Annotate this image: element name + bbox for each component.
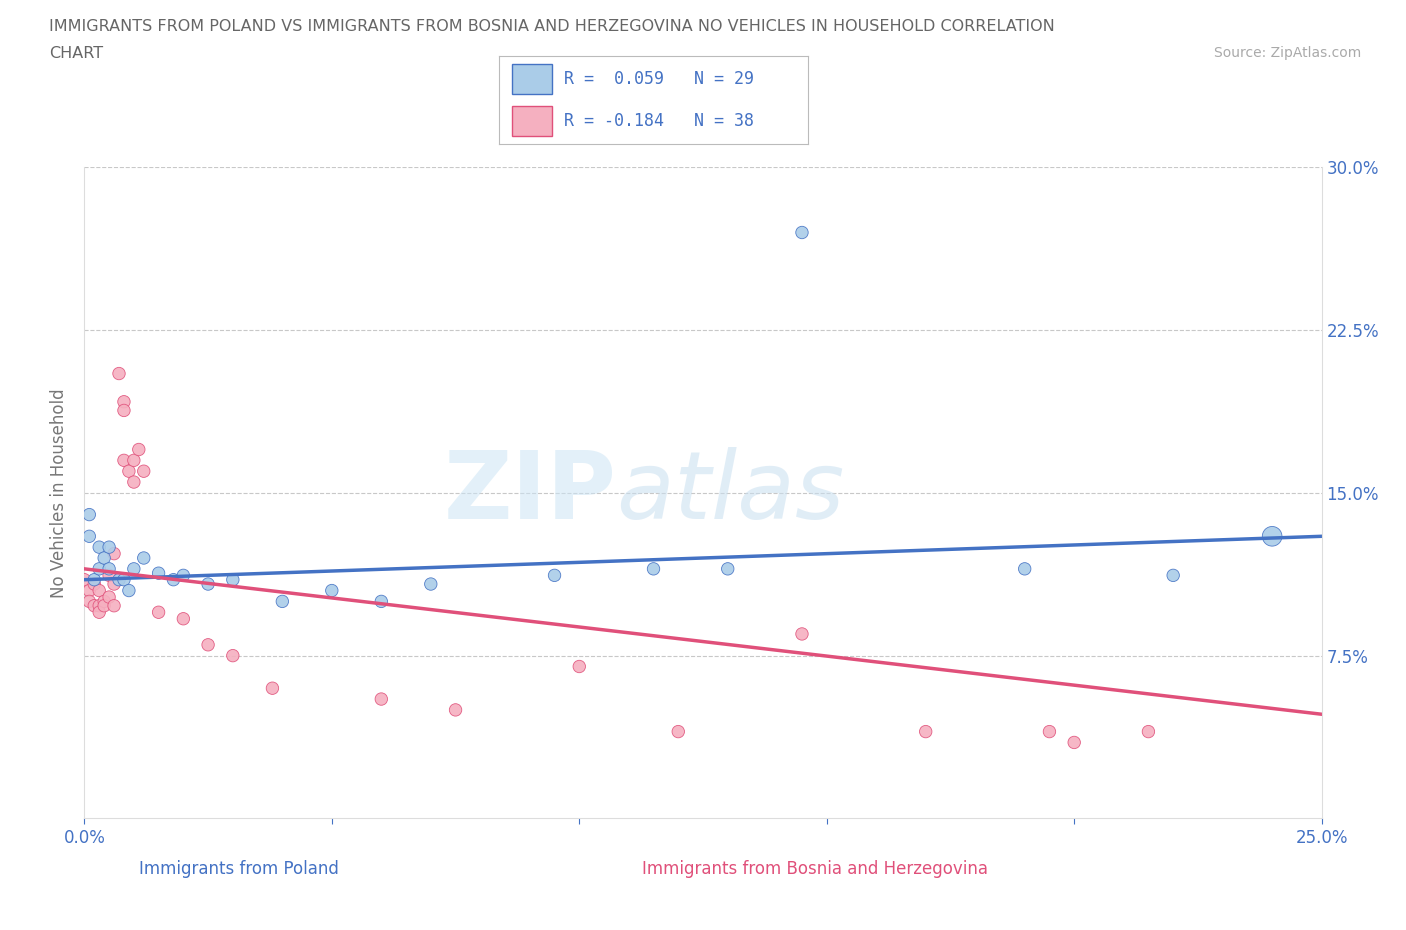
Point (73, 572, 96, 587)
Point (108, 572, 131, 587)
Point (666, 724, 689, 739)
Point (122, 474, 145, 489)
Point (112, 403, 135, 418)
Point (128, 442, 150, 457)
Point (419, 577, 441, 591)
Point (89, 583, 111, 598)
Point (79, 529, 101, 544)
Point (370, 594, 392, 609)
Point (98, 590, 121, 604)
Point (83, 598, 105, 613)
Point (914, 724, 936, 739)
Point (148, 604, 170, 619)
Point (79, 594, 101, 609)
Point (103, 577, 125, 591)
Text: atlas: atlas (616, 447, 845, 538)
Point (89, 562, 111, 577)
Point (444, 702, 467, 717)
Point (93, 598, 115, 613)
Point (79, 583, 101, 598)
Point (172, 568, 194, 583)
Point (83, 572, 105, 587)
Point (197, 637, 219, 652)
Point (1014, 562, 1036, 577)
Point (98, 562, 121, 577)
Point (89, 604, 111, 619)
Point (98, 568, 121, 583)
Text: Source: ZipAtlas.com: Source: ZipAtlas.com (1213, 46, 1361, 60)
Text: Immigrants from Poland: Immigrants from Poland (139, 860, 339, 878)
Point (112, 394, 135, 409)
Text: ZIP: ZIP (443, 447, 616, 538)
Point (717, 562, 740, 577)
Point (790, 627, 813, 642)
Text: R = -0.184   N = 38: R = -0.184 N = 38 (564, 113, 754, 130)
Point (172, 611, 194, 626)
Point (1038, 724, 1060, 739)
Point (162, 572, 184, 587)
Point (103, 546, 125, 561)
Point (1063, 735, 1085, 750)
Point (93, 594, 115, 609)
Point (271, 594, 294, 609)
Point (108, 366, 131, 381)
Text: CHART: CHART (49, 46, 103, 61)
Point (98, 539, 121, 554)
Point (1161, 568, 1184, 583)
Point (222, 572, 245, 587)
Bar (512, 64, 551, 94)
Point (197, 577, 219, 591)
Point (103, 598, 125, 613)
Point (93, 551, 115, 565)
Point (83, 577, 105, 591)
Point (568, 659, 591, 674)
Point (370, 692, 392, 707)
Point (1137, 724, 1160, 739)
Y-axis label: No Vehicles in Household: No Vehicles in Household (51, 388, 69, 598)
Bar (512, 106, 551, 136)
Point (1261, 529, 1284, 544)
Point (79, 507, 101, 522)
Text: R =  0.059   N = 29: R = 0.059 N = 29 (564, 70, 754, 87)
Point (148, 565, 170, 580)
Point (262, 681, 284, 696)
Text: Immigrants from Bosnia and Herzegovina: Immigrants from Bosnia and Herzegovina (643, 860, 988, 878)
Point (112, 572, 135, 587)
Point (321, 583, 343, 598)
Point (122, 453, 145, 468)
Point (132, 464, 155, 479)
Point (118, 464, 141, 479)
Point (89, 598, 111, 613)
Point (112, 453, 135, 468)
Point (643, 562, 665, 577)
Point (222, 648, 245, 663)
Point (118, 583, 141, 598)
Point (790, 225, 813, 240)
Point (132, 551, 155, 565)
Point (89, 539, 111, 554)
Text: IMMIGRANTS FROM POLAND VS IMMIGRANTS FROM BOSNIA AND HERZEGOVINA NO VEHICLES IN : IMMIGRANTS FROM POLAND VS IMMIGRANTS FRO… (49, 19, 1054, 33)
Point (543, 568, 565, 583)
Point (122, 562, 145, 577)
